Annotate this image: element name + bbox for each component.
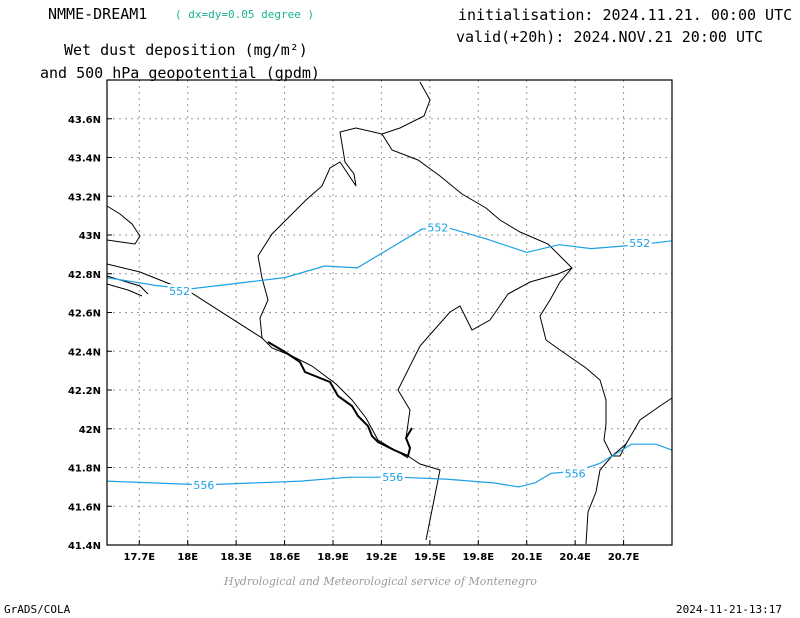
- x-tick-label: 18.3E: [220, 552, 252, 563]
- y-tick-label: 42N: [79, 425, 101, 436]
- x-axis-ticks: 17.7E 18E 18.3E 18.6E 18.9E 19.2E 19.5E 19.8E 20…: [124, 540, 640, 563]
- contour-label: 552: [629, 237, 650, 250]
- y-tick-label: 42.2N: [68, 386, 101, 397]
- resolution-note: ( dx=dy=0.05 degree ): [175, 8, 315, 21]
- y-tick-label: 42.8N: [68, 270, 101, 281]
- x-tick-label: 19.5E: [414, 552, 446, 563]
- border-albania-north: [407, 455, 441, 541]
- initialisation-time: initialisation: 2024.11.21. 00:00 UTC: [458, 6, 793, 24]
- contour-line-556: [106, 443, 673, 488]
- valid-time: valid(+20h): 2024.NOV.21 20:00 UTC: [456, 28, 764, 46]
- x-tick-label: 20.7E: [608, 552, 640, 563]
- y-tick-label: 41.8N: [68, 464, 101, 475]
- contour-label: 552: [427, 221, 448, 234]
- border-bosnia: [106, 205, 141, 245]
- border-macedonia: [585, 443, 627, 545]
- product-title-line1: Wet dust deposition (mg/m²): [64, 41, 308, 59]
- y-tick-label: 41.4N: [68, 541, 101, 552]
- contour-label: 552: [169, 285, 190, 298]
- contour-label: 556: [565, 467, 586, 480]
- product-title-line2: and 500 hPa geopotential (gpdm): [40, 64, 320, 82]
- border-serbia: [381, 133, 573, 439]
- y-tick-label: 41.6N: [68, 502, 101, 513]
- x-tick-label: 17.7E: [124, 552, 156, 563]
- contour-label: 556: [193, 479, 214, 492]
- y-tick-label: 43.6N: [68, 115, 101, 126]
- contour-label-bg: [167, 284, 192, 298]
- contour-label-bg: [191, 477, 216, 491]
- model-name: NMME-DREAM1: [48, 5, 148, 23]
- credit-text: Hydrological and Meteorological service …: [224, 575, 537, 588]
- x-tick-label: 19.8E: [463, 552, 495, 563]
- border-kosovo: [539, 267, 673, 457]
- border-herzegovina: [257, 81, 431, 339]
- grid-lines: [107, 80, 672, 545]
- x-tick-label: 18E: [177, 552, 198, 563]
- x-tick-label: 20.4E: [559, 552, 591, 563]
- timestamp-label: 2024-11-21-13:17: [676, 603, 782, 616]
- contour-line-552: [106, 226, 673, 290]
- y-tick-label: 43.4N: [68, 154, 101, 165]
- geopotential-contours: 552 552 552 556 556 556: [106, 220, 673, 492]
- y-tick-label: 43N: [79, 231, 101, 242]
- y-tick-label: 42.6N: [68, 309, 101, 320]
- x-tick-label: 20.1E: [511, 552, 543, 563]
- y-tick-label: 43.2N: [68, 192, 101, 203]
- contour-label-bg: [627, 235, 652, 249]
- y-axis-ticks: 41.4N 41.6N 41.8N 42N 42.2N 42.4N 42.6N 42.8N 43…: [68, 115, 112, 552]
- y-tick-label: 42.4N: [68, 347, 101, 358]
- x-tick-label: 19.2E: [366, 552, 398, 563]
- contour-label-bg: [425, 220, 450, 234]
- contour-label-bg: [380, 470, 405, 484]
- x-tick-label: 18.6E: [269, 552, 301, 563]
- contour-label: 556: [382, 471, 403, 484]
- coastline-montenegro: [267, 341, 413, 458]
- contour-label-bg: [563, 466, 588, 480]
- software-label: GrADS/COLA: [4, 603, 71, 616]
- x-tick-label: 18.9E: [317, 552, 349, 563]
